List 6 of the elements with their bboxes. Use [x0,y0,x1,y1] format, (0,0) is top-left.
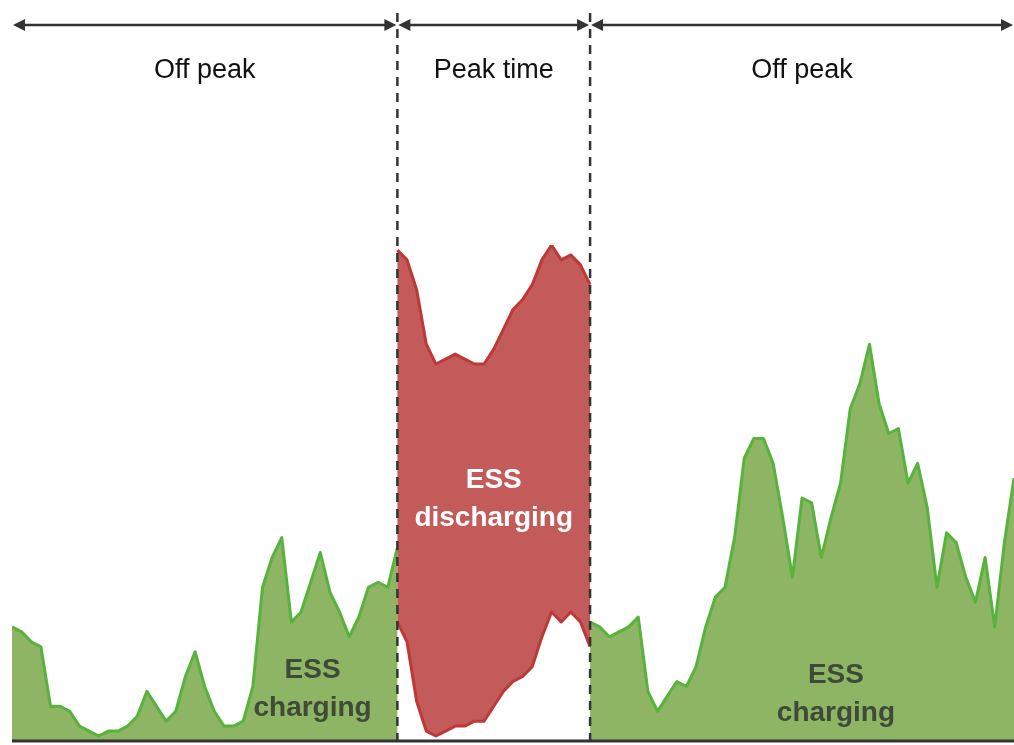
annotation: ESS charging [776,658,896,727]
annotation: ESS discharging [414,463,574,532]
text: Off peak [153,54,256,84]
annotation: ESS charging [253,653,372,722]
text: Peak time [433,54,554,84]
text: Off peak [751,54,854,84]
